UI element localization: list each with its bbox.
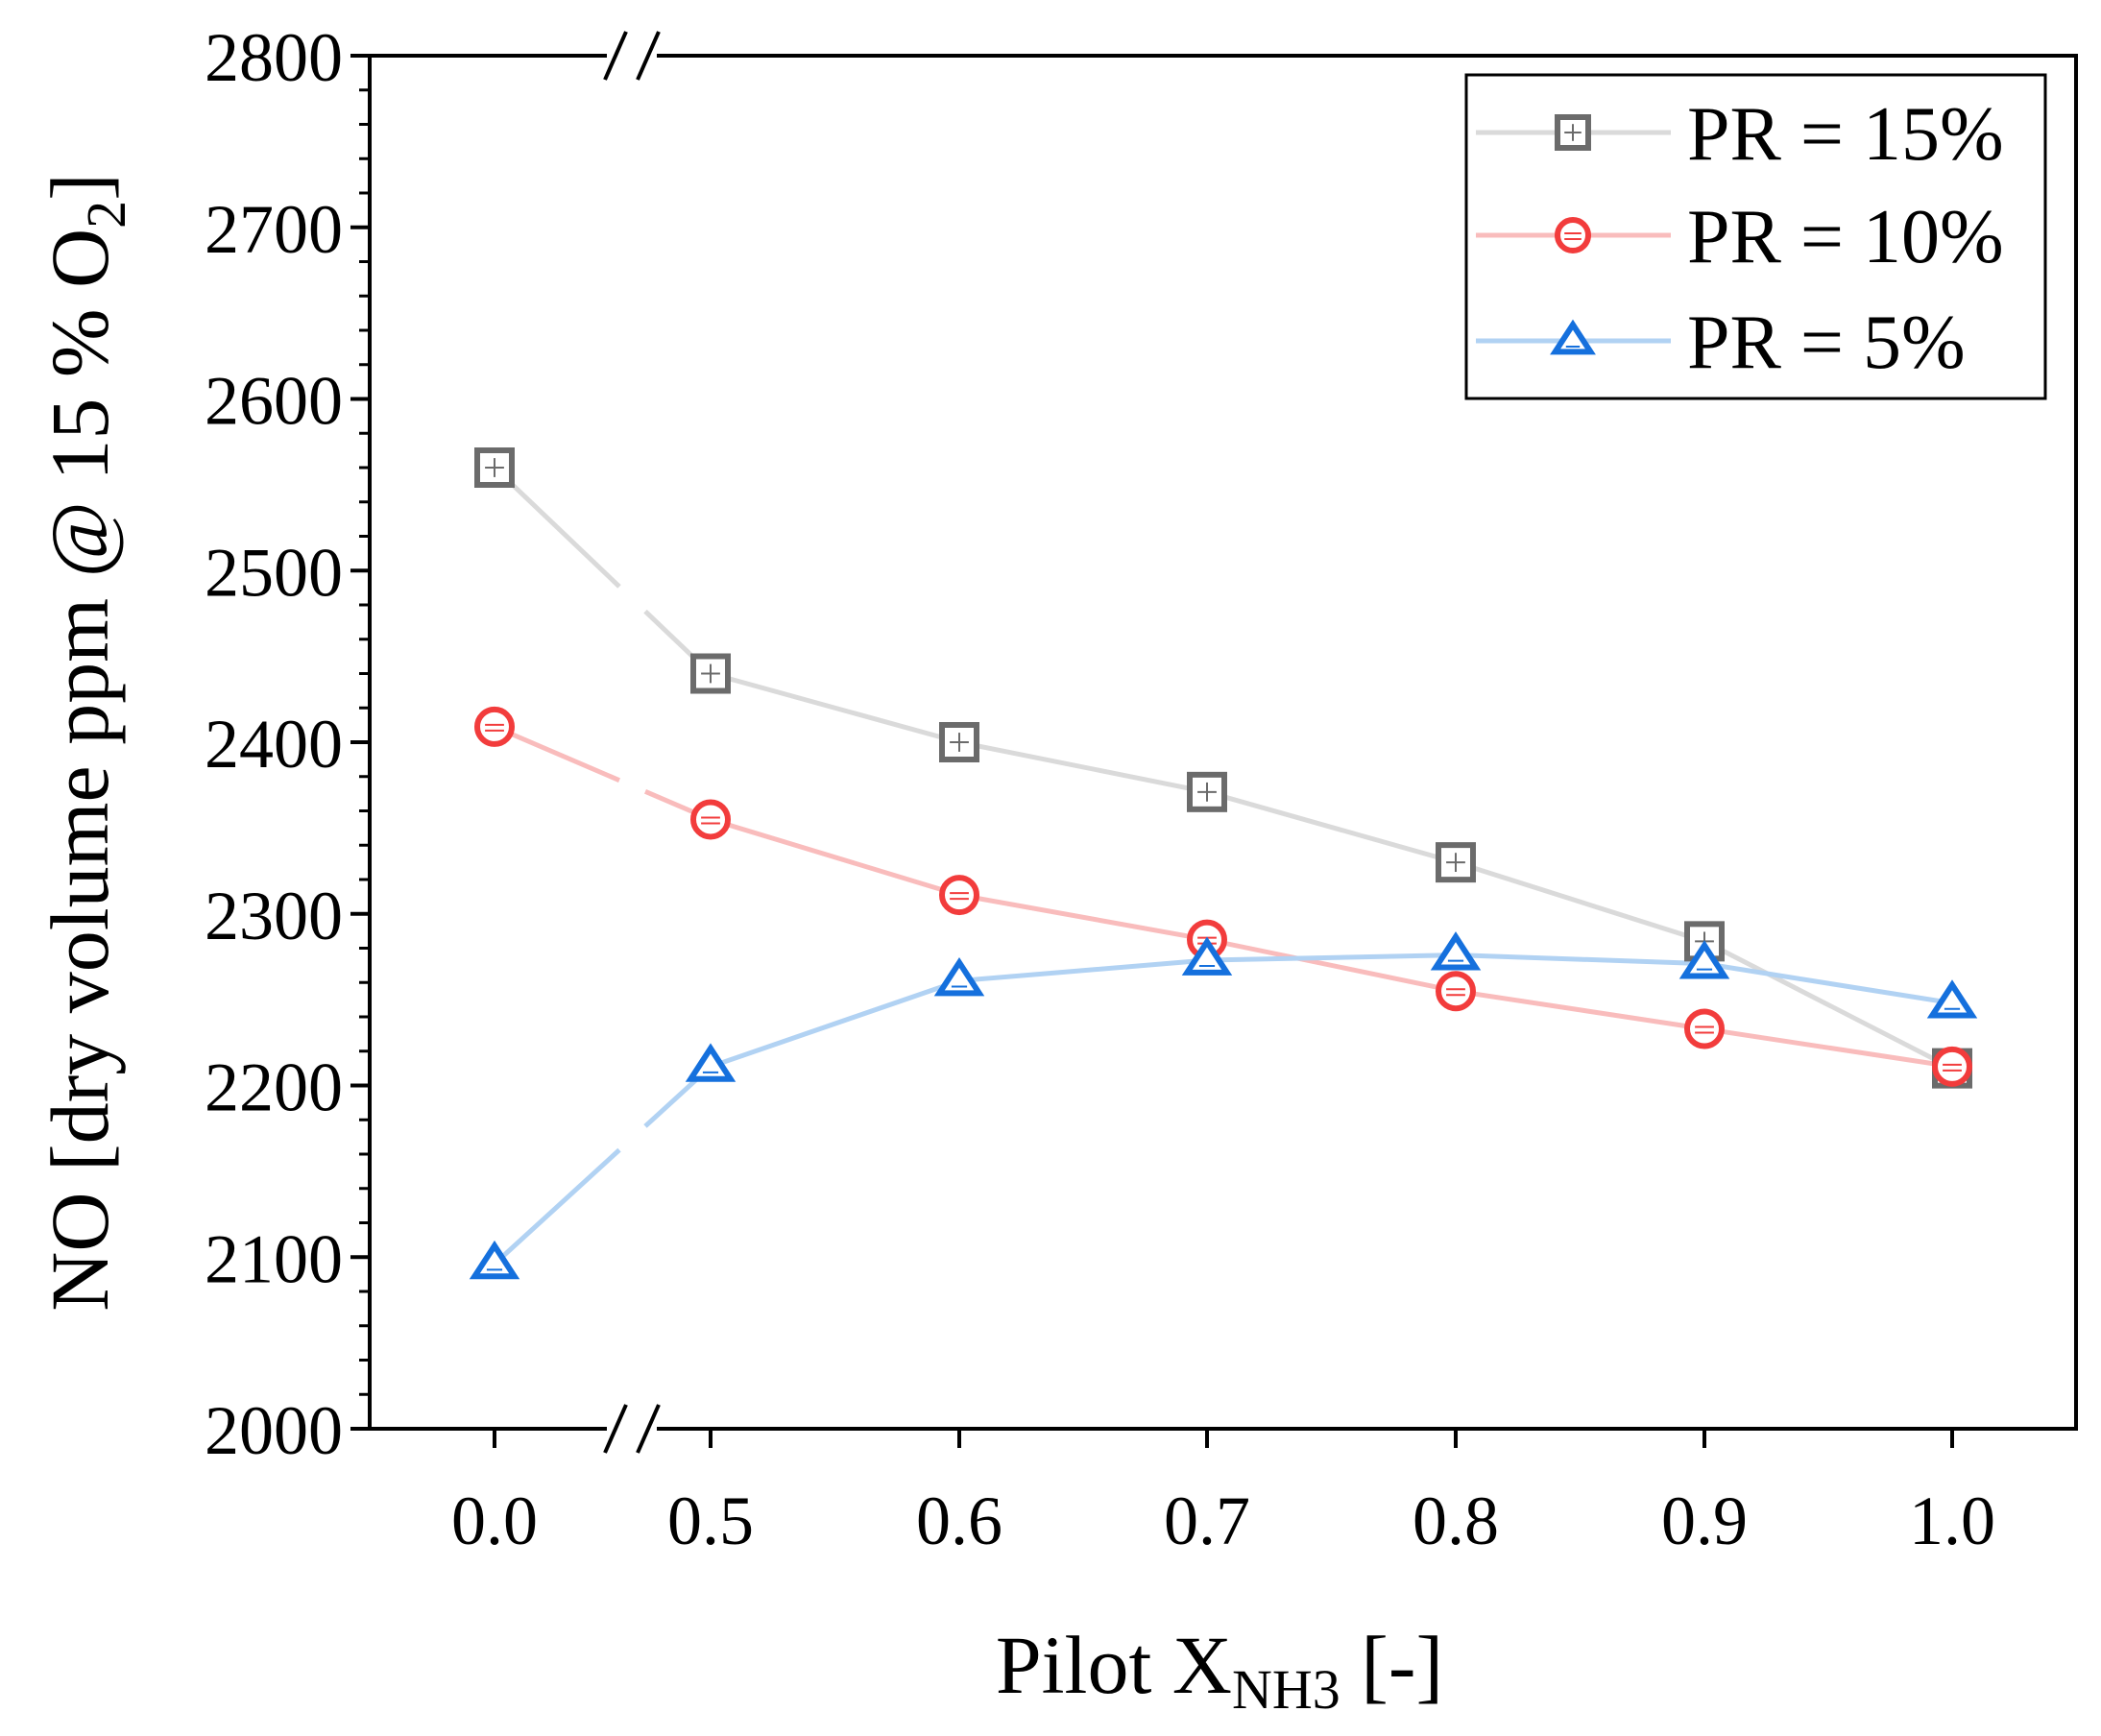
axis-break-slash	[603, 1404, 628, 1454]
data-point-circle	[1932, 1046, 1972, 1087]
x-axis-label: Pilot XNH3 [-]	[996, 1619, 1443, 1721]
data-point-circle	[939, 875, 979, 916]
data-point-triangle	[685, 1043, 737, 1082]
data-point-triangle	[1430, 931, 1482, 971]
data-point-square	[1436, 842, 1476, 883]
y-tick-label: 2000	[205, 1392, 343, 1469]
x-tick-label: 0.6	[916, 1483, 1002, 1559]
axis-break-gap	[607, 1423, 657, 1435]
y-tick-label: 2800	[205, 19, 343, 96]
data-point-triangle	[933, 956, 985, 997]
y-tick-label: 2700	[205, 191, 343, 268]
y-axis-label: NO [dry volume ppm @ 15 % O2]	[34, 173, 137, 1311]
data-point-circle	[690, 799, 731, 840]
series-line	[710, 817, 1953, 1070]
data-point-circle	[474, 706, 515, 747]
y-tick-label: 2300	[205, 878, 343, 954]
series-line	[710, 671, 1954, 1071]
series-line-segment	[493, 1147, 621, 1266]
axis-break-slash	[636, 1404, 661, 1454]
data-point-circle	[1684, 1008, 1725, 1049]
legend-label: PR = 15%	[1687, 92, 2004, 177]
legend-marker-circle	[1555, 217, 1591, 253]
data-point-circle	[1436, 971, 1476, 1012]
axis-break-slash	[636, 31, 661, 81]
series-markers	[469, 447, 1978, 1280]
y-tick-label: 2200	[205, 1049, 343, 1126]
legend-marker-triangle	[1550, 319, 1596, 355]
series-lines	[493, 466, 1954, 1266]
y-tick-label: 2500	[205, 534, 343, 611]
legend-label: PR = 10%	[1687, 195, 2004, 279]
y-tick-label: 2600	[205, 363, 343, 440]
data-point-square	[939, 722, 979, 762]
legend-label: PR = 5%	[1687, 301, 1966, 385]
data-point-triangle	[1926, 979, 1978, 1019]
data-point-square	[474, 447, 515, 488]
data-point-triangle	[1181, 936, 1233, 976]
x-tick-label: 0.5	[667, 1483, 754, 1559]
x-tick-label: 0.0	[451, 1483, 538, 1559]
data-point-square	[690, 653, 731, 694]
x-tick-label: 0.7	[1164, 1483, 1250, 1559]
series-line-segment	[494, 724, 620, 783]
series-line	[710, 952, 1953, 1070]
legend-marker-square	[1555, 114, 1591, 151]
axis-break-slash	[603, 31, 628, 81]
data-point-triangle	[1678, 940, 1730, 979]
legend: PR = 15% PR = 10% PR = 5%	[1464, 73, 2047, 400]
series-line-segment	[493, 466, 621, 589]
x-tick-label: 0.8	[1413, 1483, 1499, 1559]
data-point-triangle	[469, 1240, 520, 1280]
x-tick-label: 1.0	[1909, 1483, 1995, 1559]
axis-break-gap	[607, 50, 657, 61]
axes: 2000 2100 2200 2300 2400 2500 2600 2700 2800 0.0 0…	[205, 19, 1995, 1559]
data-point-square	[1187, 771, 1227, 812]
x-tick-label: 0.9	[1661, 1483, 1748, 1559]
y-tick-label: 2100	[205, 1220, 343, 1297]
y-tick-label: 2400	[205, 706, 343, 783]
